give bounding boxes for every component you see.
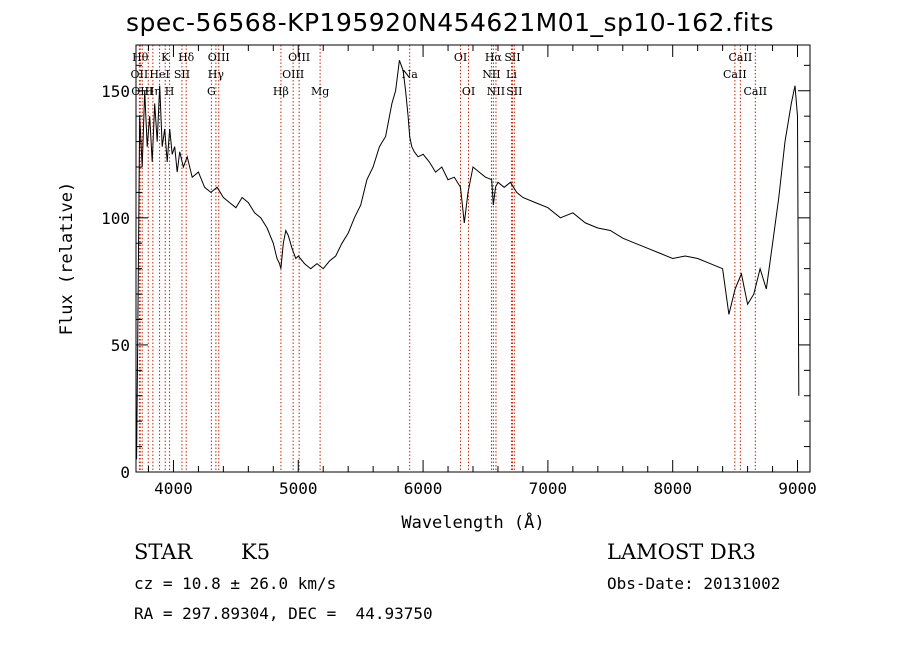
x-tick-label: 7000 — [529, 479, 568, 498]
line-label: Hγ — [208, 68, 225, 81]
line-label: SII — [506, 85, 522, 98]
line-label: HeI — [149, 68, 169, 81]
redshift-velocity: cz = 10.8 ± 26.0 km/s — [134, 574, 337, 593]
line-label: Na — [402, 68, 419, 81]
line-label: G — [207, 85, 216, 98]
y-tick-label: 0 — [120, 463, 130, 482]
line-label: NII — [487, 85, 505, 98]
line-label: OIII — [282, 68, 304, 81]
coordinates: RA = 297.89304, DEC = 44.93750 — [134, 604, 433, 623]
line-label: OII — [131, 68, 149, 81]
spectrum-line — [136, 60, 800, 460]
survey-label: LAMOST DR3 — [607, 540, 756, 564]
x-tick-label: 6000 — [404, 479, 443, 498]
line-label: Hβ — [273, 85, 289, 98]
line-label: Hη — [145, 85, 161, 98]
line-label: Hθ — [132, 51, 149, 64]
line-label: K — [161, 51, 170, 64]
line-label: OI — [462, 85, 475, 98]
line-label: Hδ — [178, 51, 195, 64]
x-tick-label: 5000 — [279, 479, 318, 498]
y-tick-label: 100 — [101, 209, 130, 228]
x-tick-label: 8000 — [653, 479, 692, 498]
y-tick-label: 150 — [101, 82, 130, 101]
object-class: STAR — [134, 540, 193, 564]
line-label: SII — [174, 68, 190, 81]
line-label: OI — [454, 51, 467, 64]
line-label: NII — [482, 68, 500, 81]
plot-frame — [135, 44, 811, 473]
chart-title: spec-56568-KP195920N454621M01_sp10-162.f… — [126, 8, 774, 37]
line-label: OIII — [208, 51, 230, 64]
x-tick-label: 4000 — [154, 479, 193, 498]
line-label: CaII — [729, 51, 753, 64]
line-label: OIII — [131, 85, 153, 98]
observation-date: Obs-Date: 20131002 — [607, 574, 781, 593]
line-label: Mg — [311, 85, 329, 98]
line-label: OIII — [288, 51, 310, 64]
line-label: Li — [506, 68, 517, 81]
object-subclass: K5 — [241, 540, 271, 564]
line-label: CaII — [743, 85, 767, 98]
line-label: CaII — [723, 68, 747, 81]
line-label: Hα — [485, 51, 503, 64]
x-axis-label: Wavelength (Å) — [401, 511, 544, 533]
y-axis-label: Flux (relative) — [57, 182, 77, 336]
x-tick-label: 9000 — [778, 479, 817, 498]
line-label: SII — [504, 51, 520, 64]
line-label: H — [165, 85, 175, 98]
y-tick-label: 50 — [111, 336, 130, 355]
